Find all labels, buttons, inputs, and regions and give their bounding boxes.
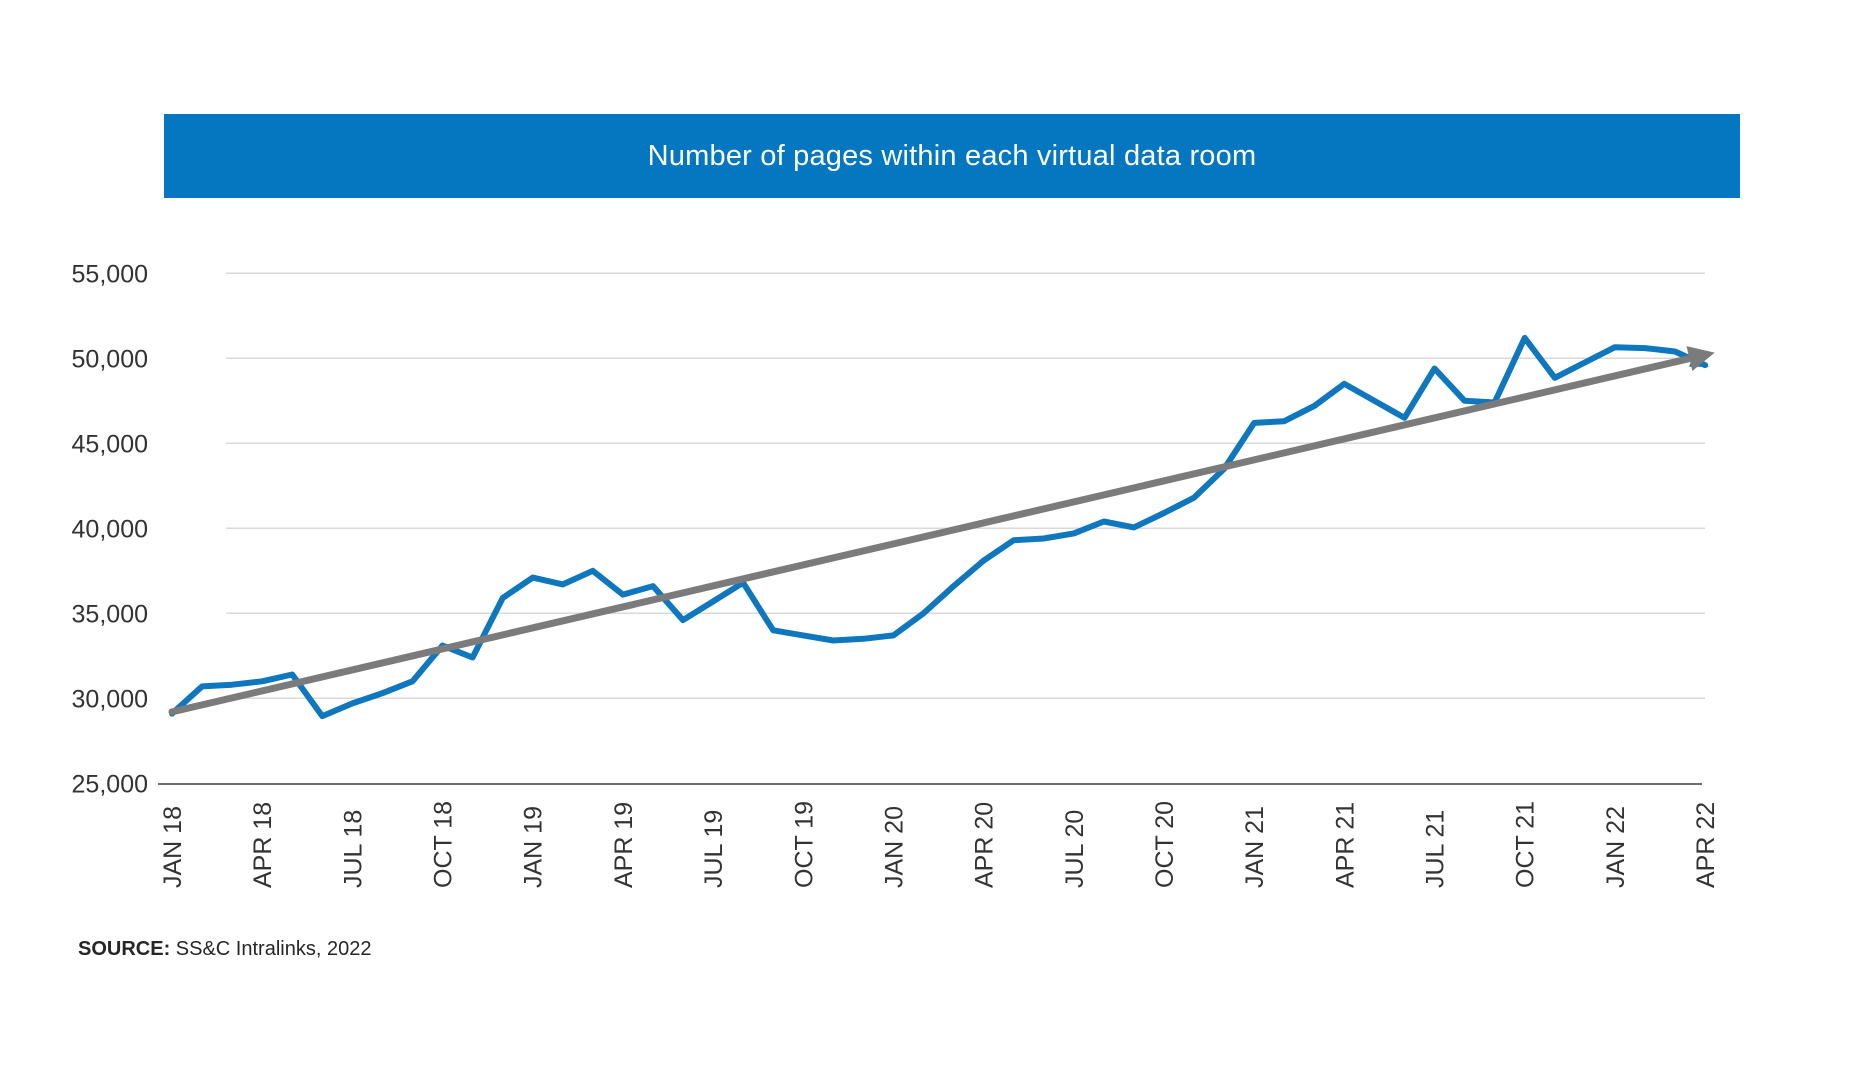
- x-tick-label: JAN 19: [520, 806, 548, 888]
- x-tick-label: APR 19: [610, 802, 638, 888]
- x-tick-label: OCT 21: [1512, 801, 1540, 888]
- trend-line: [168, 355, 1693, 716]
- y-tick-label: 55,000: [72, 260, 148, 288]
- chart-title-bar: Number of pages within each virtual data…: [164, 114, 1740, 198]
- x-tick-label: JUL 21: [1422, 810, 1450, 888]
- y-tick-label: 25,000: [72, 770, 148, 798]
- source-label: SOURCE:: [78, 938, 171, 960]
- y-tick-label: 50,000: [72, 345, 148, 373]
- x-tick-label: APR 18: [249, 802, 277, 888]
- x-tick-label: APR 20: [971, 802, 999, 888]
- y-tick-label: 35,000: [72, 600, 148, 628]
- y-tick-label: 45,000: [72, 430, 148, 458]
- x-tick-label: APR 21: [1331, 802, 1359, 888]
- data-line-pages: [169, 334, 1709, 720]
- chart-title: Number of pages within each virtual data…: [647, 139, 1257, 172]
- x-tick-label: JAN 20: [880, 806, 908, 888]
- source-note: SOURCE: SS&C Intralinks, 2022: [78, 938, 371, 961]
- x-tick-label: JAN 21: [1241, 806, 1269, 888]
- x-tick-label: OCT 20: [1151, 801, 1179, 888]
- y-tick-label: 40,000: [72, 515, 148, 543]
- source-text: SS&C Intralinks, 2022: [170, 938, 372, 960]
- y-tick-label: 30,000: [72, 685, 148, 713]
- x-tick-label: OCT 18: [430, 801, 458, 888]
- x-tick-label: JUL 18: [339, 810, 367, 888]
- x-tick-label: JAN 22: [1602, 806, 1630, 888]
- trend-line-arrowhead: [1686, 346, 1715, 371]
- x-tick-label: JUL 20: [1061, 810, 1089, 888]
- x-tick-label: JUL 19: [700, 810, 728, 888]
- x-tick-label: JAN 18: [159, 806, 187, 888]
- x-tick-label: OCT 19: [790, 801, 818, 888]
- x-tick-label: APR 22: [1692, 802, 1720, 888]
